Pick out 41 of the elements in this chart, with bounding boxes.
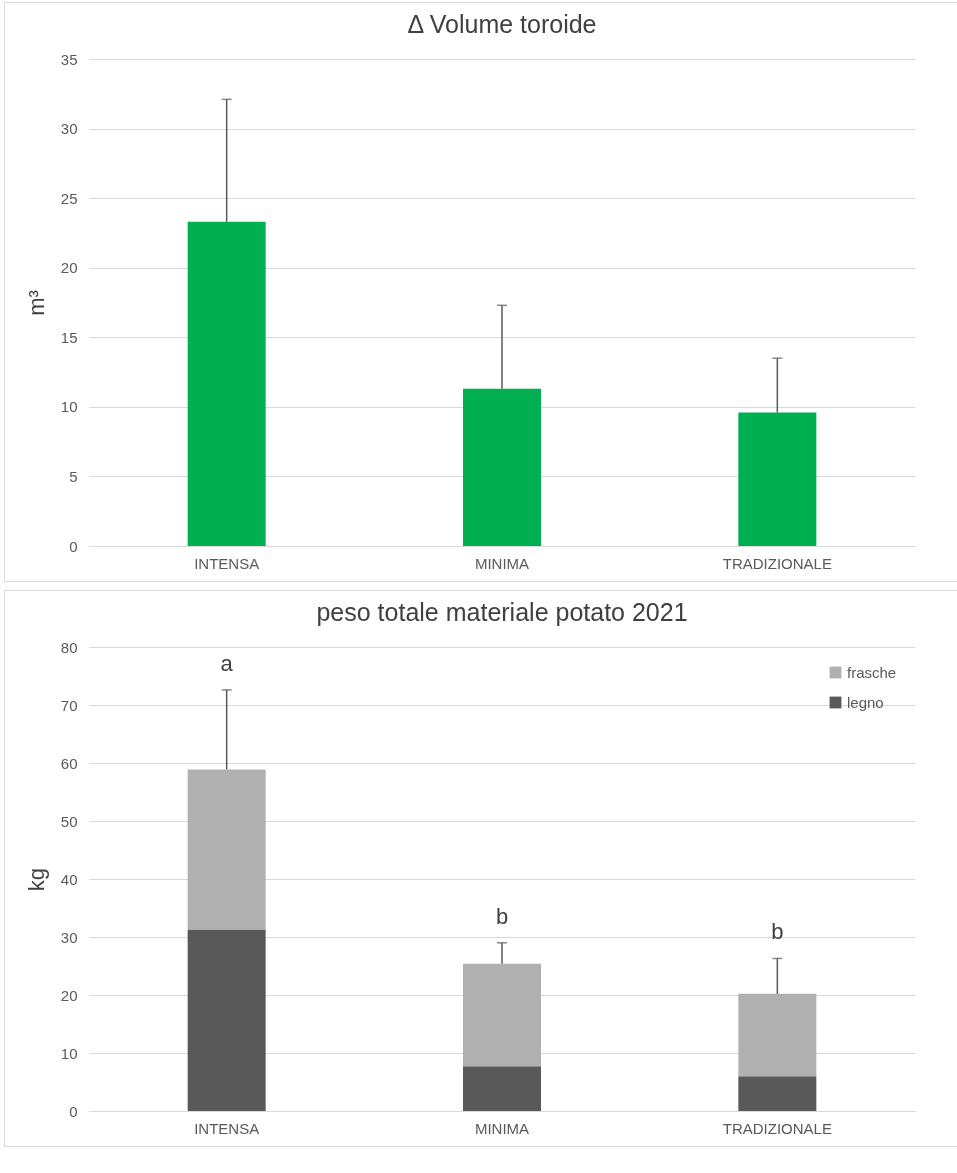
- bar: [738, 993, 817, 1077]
- bar: [463, 1066, 541, 1111]
- bar: [187, 221, 266, 546]
- bar: [463, 963, 541, 1067]
- bar: [463, 388, 541, 546]
- legend-label: legno: [847, 693, 884, 711]
- y-tick-label: 20: [60, 986, 78, 1004]
- y-tick-label: 10: [60, 398, 78, 416]
- annotation: b: [771, 919, 784, 945]
- y-axis-title: kg: [23, 867, 49, 892]
- bar: [187, 929, 266, 1111]
- y-tick-label: 35: [60, 50, 78, 68]
- y-tick-label: 15: [60, 328, 78, 346]
- y-tick-label: 0: [69, 1102, 78, 1120]
- chart-title: Δ Volume toroide: [407, 10, 597, 38]
- x-tick-label: INTENSA: [194, 554, 260, 572]
- x-tick-label: MINIMA: [474, 1119, 530, 1137]
- y-tick-label: 20: [60, 259, 78, 277]
- y-tick-label: 30: [60, 928, 78, 946]
- x-tick-label: TRADIZIONALE: [722, 554, 832, 572]
- y-tick-label: 0: [69, 537, 78, 555]
- x-tick-label: INTENSA: [194, 1119, 260, 1137]
- y-tick-label: 60: [60, 754, 78, 772]
- y-tick-label: 5: [69, 467, 78, 485]
- y-tick-label: 30: [60, 120, 78, 138]
- y-tick-label: 10: [60, 1044, 78, 1062]
- annotation: a: [220, 650, 234, 676]
- y-axis-title: m³: [23, 290, 49, 316]
- chart-title: peso totale materiale potato 2021: [316, 598, 688, 626]
- bar: [738, 1076, 817, 1111]
- y-tick-label: 50: [60, 812, 78, 830]
- bar: [187, 769, 266, 930]
- x-tick-label: TRADIZIONALE: [722, 1119, 832, 1137]
- y-tick-label: 80: [60, 638, 78, 656]
- x-tick-label: MINIMA: [474, 554, 530, 572]
- bar: [738, 412, 817, 546]
- y-tick-label: 70: [60, 696, 78, 714]
- legend-label: frasche: [847, 663, 897, 681]
- y-tick-label: 25: [60, 189, 78, 207]
- annotation: b: [495, 903, 509, 929]
- y-tick-label: 40: [60, 870, 78, 888]
